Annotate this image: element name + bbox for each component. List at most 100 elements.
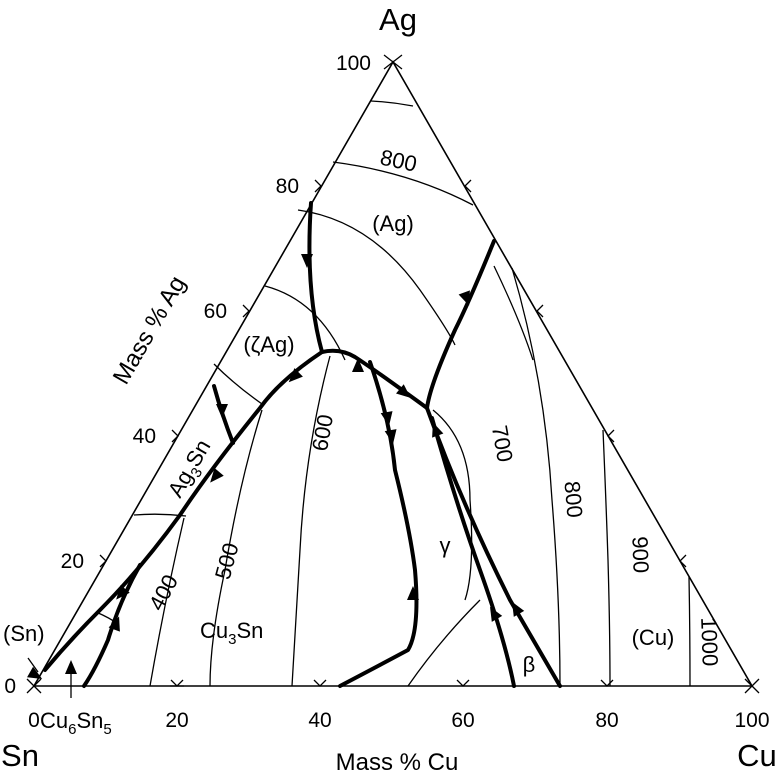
tick-mark-left-40 (171, 429, 179, 443)
arrow-2 (458, 290, 470, 306)
arrow-3 (288, 368, 303, 383)
isotherm-label-1000: 1000 (696, 617, 723, 667)
phase-label-ag: (Ag) (372, 211, 414, 236)
isotherm-400 (149, 517, 185, 687)
isotherm-600 (291, 355, 331, 687)
sn-pointer-line (27, 657, 39, 673)
arrow-6 (380, 411, 393, 426)
isotherm-gamma-lower (407, 599, 481, 687)
isotherm-900 (602, 429, 611, 687)
tick-mark-right-4 (679, 554, 687, 568)
bottom-axis-ticks (26, 678, 760, 694)
isotherm-label-700: 700 (487, 423, 518, 464)
cu3sn-main: Cu (200, 618, 228, 643)
arrow-9 (216, 404, 228, 418)
tick-label-bottom-100: 100 (734, 709, 769, 732)
arrow-cu6sn5-pointer-head (65, 660, 77, 674)
isotherm-lines (95, 100, 691, 687)
tick-label-bottom-40: 40 (308, 709, 331, 732)
phase-label-gamma: γ (440, 533, 451, 558)
corner-label-ag: Ag (379, 2, 417, 37)
isotherm-label-500: 500 (210, 540, 244, 582)
cu3sn-subscript: 3 (228, 631, 236, 648)
cu3sn-tail: Sn (236, 618, 263, 643)
arrow-sn-pointer-head (27, 666, 43, 679)
isotherm-zeta-lower (213, 363, 263, 405)
isotherm-500 (209, 409, 263, 687)
tick-mark-bottom-20 (170, 679, 184, 687)
liquidus-cu6sn5 (82, 563, 142, 688)
isotherm-800-upper (332, 161, 474, 206)
tick-mark-left-20 (99, 554, 107, 568)
corner-label-sn: Sn (1, 738, 39, 773)
arrow-8 (432, 422, 444, 438)
isotherm-label-600: 600 (307, 412, 338, 453)
isotherm-700-cap (493, 265, 534, 361)
tick-mark-bottom-100 (744, 678, 760, 694)
arrow-5 (396, 384, 411, 398)
isotherm-1000 (688, 576, 691, 687)
arrow-11 (407, 586, 419, 600)
phase-label-beta: β (523, 652, 536, 677)
liquidus-zeta-cu3sn (43, 350, 324, 672)
tick-label-left-20: 20 (61, 550, 84, 573)
isotherm-zeta-upper (264, 285, 346, 361)
tick-label-bottom-60: 60 (451, 709, 474, 732)
liquidus-gamma-beta (430, 416, 516, 688)
axis-title-cu: Mass % Cu (336, 749, 459, 776)
tick-mark-bottom-60 (456, 679, 470, 687)
arrow-12 (490, 606, 503, 622)
isotherm-label-900: 900 (627, 536, 653, 574)
corner-label-cu: Cu (737, 738, 777, 773)
ag3sn-tail: Sn (180, 435, 215, 471)
isotherm-700-inner (432, 409, 473, 601)
isotherm-top-cap (370, 100, 414, 107)
arrow-14 (116, 585, 130, 600)
left-axis-ticks (99, 54, 403, 568)
tick-mark-left-80 (314, 179, 322, 193)
cu6sn5-subscript: 6 (68, 721, 76, 738)
arrow-1 (301, 254, 313, 268)
liquidus-ag-gamma (425, 239, 496, 410)
cu6sn5-main: Cu (40, 708, 68, 733)
tick-label-left-0: 0 (4, 675, 16, 698)
phase-label-cu6sn5: Cu6Sn5 (40, 708, 112, 738)
tick-mark-right-3 (607, 429, 615, 443)
axis-title-ag: Mass % Ag (108, 272, 191, 389)
arrow-10 (210, 468, 224, 483)
arrow-4 (352, 358, 364, 372)
tick-label-left-60: 60 (204, 300, 227, 323)
tick-mark-bottom-40 (313, 679, 327, 687)
right-axis-ticks (464, 179, 687, 568)
tick-label-bottom-80: 80 (595, 709, 618, 732)
liquidus-gamma-cu3sn (338, 360, 419, 688)
isotherm-800 (511, 267, 561, 687)
phase-label-cu3sn: Cu3Sn (200, 618, 263, 648)
arrow-7 (384, 429, 397, 444)
arrow-15 (108, 616, 120, 632)
isotherm-label-400: 400 (144, 570, 183, 614)
tick-label-bottom-0: 0 (28, 709, 40, 732)
phase-label-sn: (Sn) (3, 621, 45, 646)
direction-arrows (27, 254, 525, 679)
triangle-frame (32, 60, 754, 687)
tick-label-left-80: 80 (276, 175, 299, 198)
phase-label-zeta-ag: (ζAg) (243, 332, 294, 357)
tick-mark-bottom-0 (26, 678, 42, 694)
arrow-13 (512, 601, 525, 617)
tick-mark-bottom-80 (600, 679, 614, 687)
isotherm-ag-field (297, 209, 456, 346)
tick-mark-left-60 (242, 304, 250, 318)
tick-label-left-40: 40 (133, 425, 156, 448)
cu6sn5-subscript-2: 5 (103, 721, 111, 738)
liquidus-lines (43, 201, 562, 688)
liquidus-ag-zeta (307, 201, 324, 354)
phase-label-cu: (Cu) (632, 625, 675, 650)
tick-mark-right-2 (536, 304, 544, 318)
tick-label-bottom-20: 20 (165, 709, 188, 732)
tick-label-left-100: 100 (336, 52, 371, 75)
liquidus-gamma-cu (425, 406, 562, 688)
cu6sn5-tail: Sn (76, 708, 103, 733)
tick-mark-right-1 (464, 179, 472, 193)
